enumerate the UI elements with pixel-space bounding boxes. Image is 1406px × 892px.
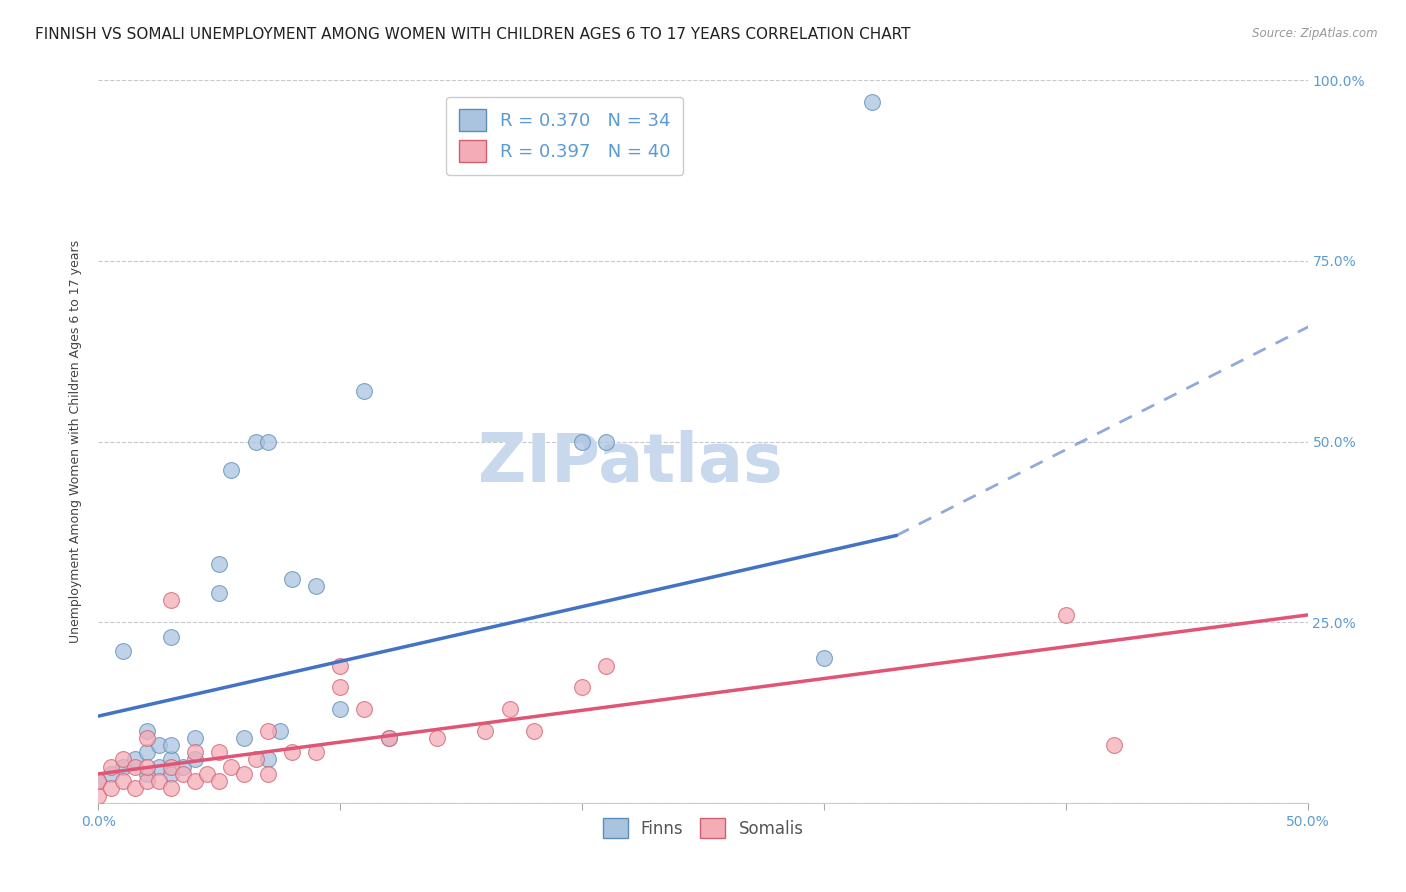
Point xyxy=(281,745,304,759)
Point xyxy=(1102,738,1125,752)
Point xyxy=(184,745,207,759)
Point xyxy=(353,702,375,716)
Point xyxy=(100,781,122,796)
Point xyxy=(135,767,157,781)
Point xyxy=(305,579,328,593)
Point xyxy=(329,680,352,694)
Point xyxy=(377,731,399,745)
Point xyxy=(860,95,883,109)
Point xyxy=(305,745,328,759)
Point xyxy=(148,738,170,752)
Point xyxy=(111,752,134,766)
Point xyxy=(184,731,207,745)
Point xyxy=(160,738,183,752)
Point xyxy=(377,731,399,745)
Point xyxy=(208,586,231,600)
Point xyxy=(245,752,267,766)
Point xyxy=(256,434,278,449)
Point xyxy=(172,760,194,774)
Point xyxy=(160,781,183,796)
Point xyxy=(160,752,183,766)
Point xyxy=(208,745,231,759)
Point xyxy=(135,745,157,759)
Point xyxy=(124,752,146,766)
Point xyxy=(571,434,593,449)
Point xyxy=(135,760,157,774)
Point xyxy=(87,774,110,789)
Point xyxy=(100,760,122,774)
Point xyxy=(256,752,278,766)
Point xyxy=(232,731,254,745)
Text: FINNISH VS SOMALI UNEMPLOYMENT AMONG WOMEN WITH CHILDREN AGES 6 TO 17 YEARS CORR: FINNISH VS SOMALI UNEMPLOYMENT AMONG WOM… xyxy=(35,27,911,42)
Point xyxy=(269,723,291,738)
Point xyxy=(208,558,231,572)
Point xyxy=(426,731,449,745)
Point xyxy=(111,760,134,774)
Point xyxy=(329,702,352,716)
Point xyxy=(160,630,183,644)
Point xyxy=(184,774,207,789)
Point xyxy=(160,593,183,607)
Point xyxy=(148,774,170,789)
Point xyxy=(195,767,218,781)
Point xyxy=(813,651,835,665)
Point xyxy=(87,789,110,803)
Point xyxy=(111,774,134,789)
Y-axis label: Unemployment Among Women with Children Ages 6 to 17 years: Unemployment Among Women with Children A… xyxy=(69,240,83,643)
Point xyxy=(353,384,375,398)
Point xyxy=(281,572,304,586)
Point xyxy=(498,702,520,716)
Text: Source: ZipAtlas.com: Source: ZipAtlas.com xyxy=(1253,27,1378,40)
Point xyxy=(160,760,183,774)
Point xyxy=(124,781,146,796)
Point xyxy=(474,723,496,738)
Point xyxy=(595,434,617,449)
Point xyxy=(256,767,278,781)
Point xyxy=(111,644,134,658)
Point xyxy=(135,774,157,789)
Legend: Finns, Somalis: Finns, Somalis xyxy=(596,812,810,845)
Point xyxy=(595,658,617,673)
Point xyxy=(160,767,183,781)
Point xyxy=(221,760,243,774)
Point xyxy=(232,767,254,781)
Point xyxy=(245,434,267,449)
Text: ZIPatlas: ZIPatlas xyxy=(478,430,783,496)
Point xyxy=(184,752,207,766)
Point xyxy=(523,723,546,738)
Point xyxy=(221,463,243,477)
Point xyxy=(148,760,170,774)
Point xyxy=(571,680,593,694)
Point xyxy=(329,658,352,673)
Point xyxy=(1054,607,1077,622)
Point xyxy=(135,723,157,738)
Point xyxy=(208,774,231,789)
Point xyxy=(87,774,110,789)
Point xyxy=(256,723,278,738)
Point xyxy=(124,760,146,774)
Point xyxy=(100,767,122,781)
Point xyxy=(135,731,157,745)
Point xyxy=(172,767,194,781)
